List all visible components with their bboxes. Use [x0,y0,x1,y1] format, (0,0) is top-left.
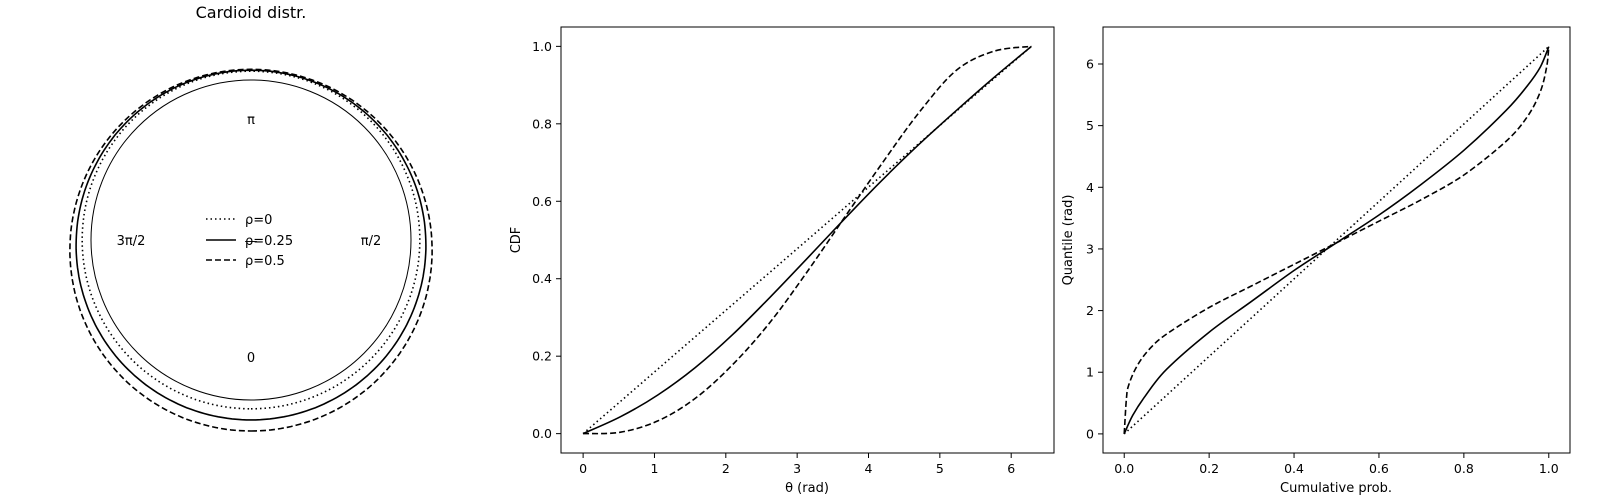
quantile-series-0 [1123,45,1550,435]
quantile-ylabel: Quantile (rad) [1061,195,1076,286]
cdf-ytick-label: 1.0 [532,39,552,54]
quantile-ytick-label: 2 [1086,303,1094,318]
cdf-axes-frame [560,26,1055,454]
angle-label-pi: π [247,113,255,128]
cdf-ytick-label: 0.2 [532,349,552,364]
quantile-ytick-label: 4 [1086,180,1094,195]
polar-curves [69,68,433,432]
quantile-xtick-label: 0.0 [1114,461,1134,476]
cdf-xtick-label: 3 [793,461,801,476]
quantile-ticks: 0.0 0.2 0.4 0.6 0.8 1.0 0 1 2 3 4 5 6 [1086,56,1559,476]
angle-label-3pi2: 3π/2 [117,234,146,249]
cdf-ytick-label: 0.8 [532,116,552,131]
cdf-xtick-label: 0 [579,461,587,476]
cdf-chart: 0 1 2 3 4 5 6 0.0 0.2 0.4 0.6 0.8 1.0 θ (rad) CDF [509,26,1055,496]
angle-label-zero: 0 [247,351,255,366]
polar-title: Cardioid distr. [196,3,307,22]
cdf-xtick-label: 6 [1007,461,1015,476]
cdf-ylabel: CDF [509,227,524,254]
quantile-ytick-label: 1 [1086,365,1094,380]
cdf-curves [582,45,1032,435]
overlay-tick: — [245,234,258,249]
angle-label-pi2: π/2 [361,234,381,249]
cdf-ytick-label: 0.4 [532,271,552,286]
quantile-series-2 [1123,46,1550,434]
polar-legend: ρ=0 ρ=0.25 ρ=0.5 — [206,213,293,269]
cdf-ytick-label: 0.0 [532,426,552,441]
cdf-xtick-label: 1 [650,461,658,476]
quantile-xtick-label: 1.0 [1539,461,1559,476]
polar-series-2 [69,68,433,432]
quantile-xlabel: Cumulative prob. [1280,481,1392,496]
quantile-curves [1123,45,1550,435]
cdf-ticks: 0 1 2 3 4 5 6 0.0 0.2 0.4 0.6 0.8 1.0 [532,39,1015,476]
cdf-series-1 [582,45,1032,435]
polar-series-1 [75,69,427,421]
quantile-xtick-label: 0.2 [1199,461,1219,476]
quantile-xtick-label: 0.8 [1454,461,1474,476]
legend-label-rho-0: ρ=0 [245,213,272,228]
polar-frame [90,79,412,401]
quantile-chart: 0.0 0.2 0.4 0.6 0.8 1.0 0 1 2 3 4 5 6 Cumulative pro… [1061,26,1571,496]
quantile-xtick-label: 0.4 [1284,461,1304,476]
cdf-xtick-label: 2 [722,461,730,476]
legend-label-rho-025: ρ=0.25 [245,234,293,249]
quantile-xtick-label: 0.6 [1369,461,1389,476]
cdf-xtick-label: 4 [865,461,873,476]
cdf-xtick-label: 5 [936,461,944,476]
cdf-ytick-label: 0.6 [532,194,552,209]
cdf-xlabel: θ (rad) [785,481,829,496]
quantile-ytick-label: 0 [1086,426,1094,441]
quantile-axes-frame [1102,26,1571,454]
polar-chart: Cardioid distr. π 0 3π/2 π/2 ρ=0 ρ=0.25 … [69,3,433,432]
cdf-series-2 [583,45,1032,435]
quantile-ytick-label: 3 [1086,241,1094,256]
quantile-ytick-label: 5 [1086,118,1094,133]
polar-series-0 [81,70,421,410]
quantile-ytick-label: 6 [1086,56,1094,71]
legend-label-rho-05: ρ=0.5 [245,254,285,269]
